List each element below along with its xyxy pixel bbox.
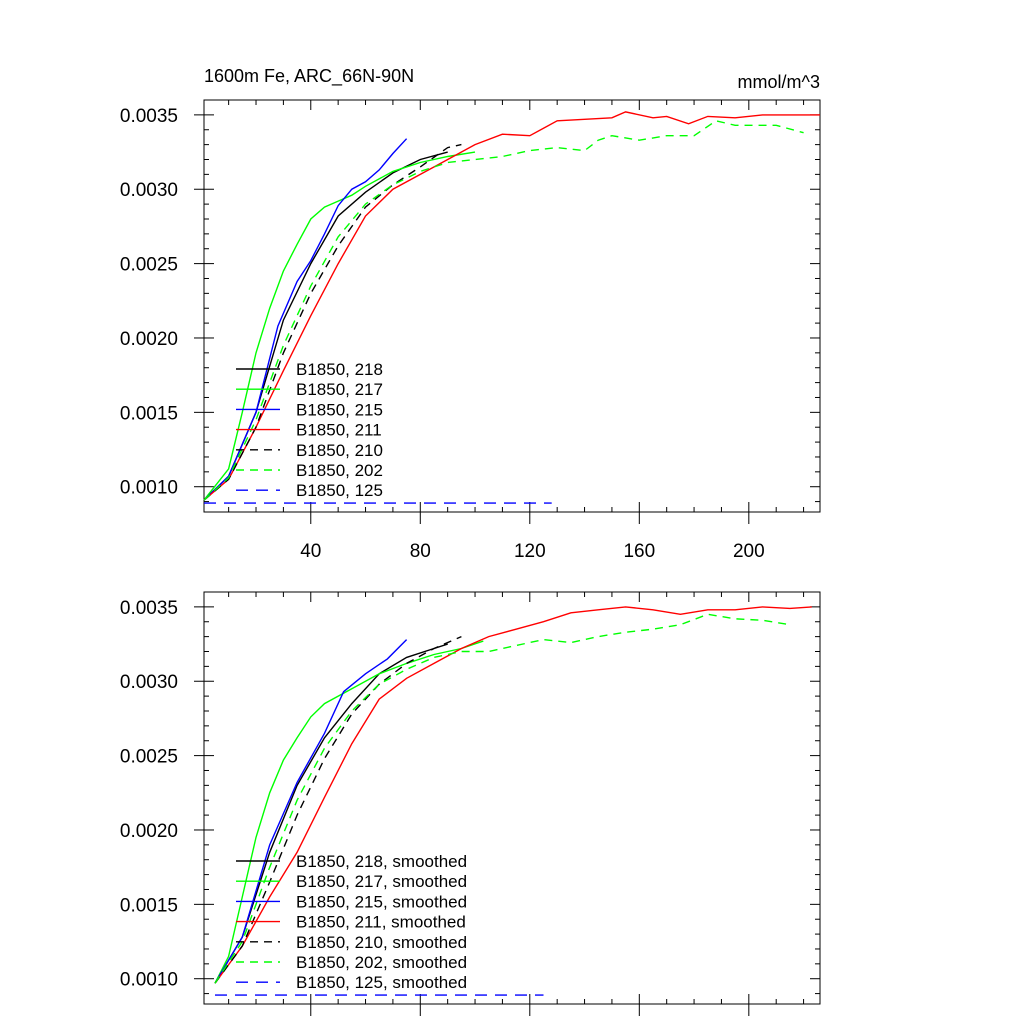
legend-label: B1850, 202, smoothed bbox=[296, 953, 467, 972]
series-line-1 bbox=[214, 640, 484, 984]
y-tick-label: 0.0030 bbox=[120, 180, 178, 201]
x-tick-label: 160 bbox=[623, 541, 655, 562]
series-line-2 bbox=[214, 639, 408, 984]
y-tick-label: 0.0015 bbox=[120, 403, 178, 424]
series-line-2 bbox=[203, 138, 408, 501]
series-line-4 bbox=[214, 635, 462, 984]
series-line-5 bbox=[203, 120, 804, 501]
y-tick-label: 0.0010 bbox=[120, 970, 178, 991]
plot-frame bbox=[203, 591, 821, 1005]
legend-label: B1850, 210, smoothed bbox=[296, 933, 467, 952]
y-tick-label: 0.0020 bbox=[120, 329, 178, 350]
legend-label: B1850, 217 bbox=[296, 380, 383, 399]
legend-label: B1850, 218 bbox=[296, 360, 383, 379]
top-panel: 40 80 120 160 200 0.0010 0.0015 0.0020 0.0025 0.0… bbox=[120, 99, 821, 562]
chart-title: 1600m Fe, ARC_66N-90N bbox=[204, 66, 414, 87]
series-line-0 bbox=[214, 643, 448, 984]
series-line-3 bbox=[214, 606, 812, 984]
bottom-panel: 0.0010 0.0015 0.0020 0.0025 0.0030 0.0035 B185… bbox=[120, 591, 821, 1016]
y-tick-label: 0.0025 bbox=[120, 747, 178, 768]
legend-label: B1850, 217, smoothed bbox=[296, 872, 467, 891]
x-tick-label: 120 bbox=[514, 541, 546, 562]
legend-label: B1850, 211 bbox=[296, 421, 382, 440]
legend-label: B1850, 210 bbox=[296, 441, 383, 460]
y-tick-label: 0.0025 bbox=[120, 255, 178, 276]
series-line-5 bbox=[214, 613, 791, 984]
y-tick-label: 0.0030 bbox=[120, 672, 178, 693]
legend-label: B1850, 215, smoothed bbox=[296, 892, 467, 911]
series-line-1 bbox=[203, 151, 476, 501]
legend-label: B1850, 215 bbox=[296, 400, 383, 419]
legend-label: B1850, 125 bbox=[296, 481, 383, 500]
series-line-3 bbox=[203, 111, 820, 501]
legend-label: B1850, 211, smoothed bbox=[296, 913, 466, 932]
y-tick-label: 0.0010 bbox=[120, 478, 178, 499]
plot-frame bbox=[203, 99, 821, 513]
legend-label: B1850, 218, smoothed bbox=[296, 852, 467, 871]
y-tick-label: 0.0035 bbox=[120, 106, 178, 127]
legend-label: B1850, 202 bbox=[296, 461, 383, 480]
units-label: mmol/m^3 bbox=[738, 72, 820, 92]
y-tick-label: 0.0020 bbox=[120, 821, 178, 842]
y-tick-label: 0.0035 bbox=[120, 598, 178, 619]
x-tick-label: 40 bbox=[300, 541, 321, 562]
legend-label: B1850, 125, smoothed bbox=[296, 973, 467, 992]
y-tick-label: 0.0015 bbox=[120, 895, 178, 916]
x-tick-label: 200 bbox=[733, 541, 765, 562]
series-line-4 bbox=[203, 143, 462, 501]
x-tick-label: 80 bbox=[410, 541, 431, 562]
